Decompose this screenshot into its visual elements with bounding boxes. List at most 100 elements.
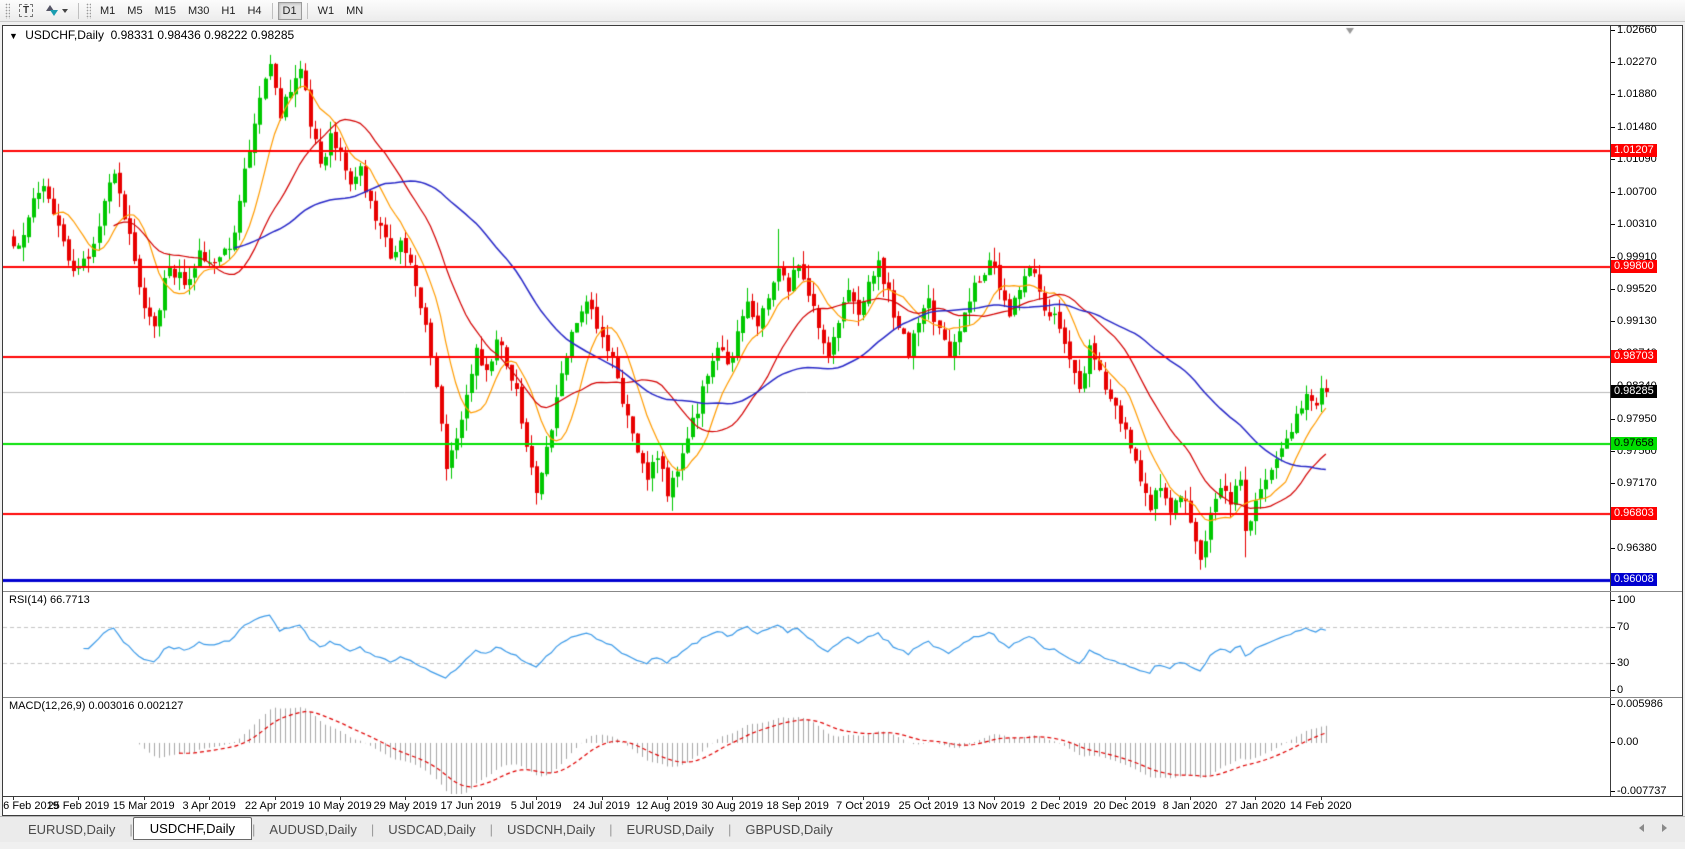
main-chart-canvas[interactable] [3,26,1610,591]
date-label: 25 Oct 2019 [898,800,959,812]
symbol-timeframe-label: USDCHF,Daily [25,28,104,42]
chart-tab-eurusd-0[interactable]: EURUSD,Daily [28,822,116,837]
macd-tick-label: 0.00 [1610,735,1639,748]
date-label: 15 Mar 2019 [112,800,175,812]
date-label: 5 Jul 2019 [510,800,562,812]
date-tick [209,797,211,800]
rsi-tick-label: 100 [1610,594,1636,606]
date-label: 14 Feb 2020 [1289,800,1352,812]
date-label: 24 Jul 2019 [573,800,630,812]
symbol-dropdown-icon[interactable]: ▼ [9,31,18,41]
chart-tab-gbpusd-6[interactable]: GBPUSD,Daily [745,822,833,837]
macd-pane: MACD(12,26,9) 0.003016 0.002127 0.005986… [3,698,1682,797]
level-price-label: 0.99800 [1611,259,1657,273]
dropdown-caret-icon [62,8,68,13]
status-strip [0,842,1685,846]
date-label: 10 May 2019 [308,800,372,812]
price-tick-label: 0.97950 [1611,412,1657,425]
price-tick-label: 1.02660 [1611,23,1657,36]
text-label-tool-icon: T [19,4,33,17]
date-tick [405,797,407,800]
ohlc-close: 0.98285 [250,28,295,42]
date-label: 8 Jan 2020 [1162,800,1218,812]
arrange-sort-button[interactable] [40,2,73,20]
tab-scroll-right-icon[interactable] [1662,824,1667,832]
date-axis[interactable]: 6 Feb 2019 25 Feb 2019 15 Mar 2019 3 Apr 20… [3,797,1682,815]
timeframe-button-m15[interactable]: M15 [154,4,176,17]
date-label: 22 Apr 2019 [244,800,305,812]
text-label-tool-button[interactable]: T [14,2,38,20]
date-label: 13 Nov 2019 [962,800,1026,812]
main-price-pane: ▼ USDCHF,Daily 0.98331 0.98436 0.98222 0… [3,23,1682,592]
price-tick-label: 1.00310 [1611,217,1657,230]
timeframe-button-m1[interactable]: M1 [100,4,116,17]
top-toolbar: T M1 M5 M15 M30 H1 H4 D1 W1 MN [0,0,1685,22]
rsi-axis[interactable]: 100 70 30 0 [1610,592,1682,697]
level-price-label: 0.96008 [1611,572,1657,586]
price-tick-label: 0.99520 [1611,283,1657,296]
rsi-tick-label: 70 [1610,621,1630,633]
rsi-canvas[interactable] [3,592,1610,697]
date-label: 30 Aug 2019 [701,800,764,812]
timeframe-button-w1[interactable]: W1 [317,4,335,17]
toolbar-grip-2[interactable] [86,2,91,19]
timeframe-button-d1[interactable]: D1 [277,1,302,20]
date-label: 17 Jun 2019 [440,800,501,812]
macd-label: MACD(12,26,9) 0.003016 0.002127 [9,700,184,712]
chart-tab-audusd-2[interactable]: AUDUSD,Daily [269,822,357,837]
tab-scroll-left-icon[interactable] [1639,824,1644,832]
date-label: 29 May 2019 [373,800,438,812]
chart-tab-usdcad-3[interactable]: USDCAD,Daily [388,822,476,837]
chart-tab-usdcnh-4[interactable]: USDCNH,Daily [507,822,596,837]
price-axis[interactable]: 1.02660 1.02270 1.01880 1.01480 1.01090 1.007… [1610,23,1682,591]
date-label: 27 Jan 2020 [1225,800,1286,812]
level-price-label: 1.01207 [1611,143,1657,157]
chart-tab-eurusd-5[interactable]: EURUSD,Daily [626,822,714,837]
tab-separator: | [727,822,732,837]
tab-scroll-arrows [1639,824,1667,832]
timeframe-button-h4[interactable]: H4 [247,4,262,17]
timeframe-button-m5[interactable]: M5 [127,4,143,17]
date-tick [928,797,930,800]
date-label: 2 Dec 2019 [1031,800,1088,812]
tab-separator: | [370,822,375,837]
level-price-label: 0.97658 [1611,436,1657,450]
price-tick-label: 0.97170 [1611,476,1657,489]
date-tick [274,797,276,800]
toolbar-grip[interactable] [5,2,10,19]
chart-info-line: ▼ USDCHF,Daily 0.98331 0.98436 0.98222 0… [9,28,294,42]
timeframe-button-group: M1 M5 M15 M30 H1 H4 D1 W1 MN [94,1,369,20]
macd-canvas[interactable] [3,698,1610,796]
macd-axis[interactable]: 0.005986 0.00 -0.007737 [1610,698,1682,797]
rsi-tick-label: 0 [1610,684,1624,696]
tab-separator: | [252,822,256,837]
tab-separator: | [129,822,133,837]
price-tick-label: 1.00700 [1611,185,1657,198]
date-tick [601,797,603,800]
tab-separator: | [609,822,613,837]
date-tick [797,797,799,800]
date-tick [666,797,668,800]
date-label: 18 Sep 2019 [766,800,829,812]
price-tick-label: 0.99130 [1611,315,1657,328]
date-tick [78,797,80,800]
date-tick [13,797,14,800]
date-tick [1059,797,1061,800]
timeframe-button-h1[interactable]: H1 [221,4,236,17]
date-label: 7 Oct 2019 [836,800,890,812]
date-label: 12 Aug 2019 [635,800,698,812]
toolbar-separator [78,2,79,19]
chart-tab-usdchf-1[interactable]: USDCHF,Daily [132,817,253,840]
arrange-sort-icon [45,4,59,17]
date-tick [1124,797,1126,800]
tab-separator: | [489,822,494,837]
price-tick-label: 0.99910 [1611,250,1657,263]
chart-tab-bar: EURUSD,Daily | USDCHF,Daily | AUDUSD,Daily | U… [0,816,1685,842]
timeframe-button-m30[interactable]: M30 [187,4,210,17]
timeframe-button-mn[interactable]: MN [346,4,364,17]
macd-tick-label: -0.007737 [1611,785,1667,797]
date-label: 6 Feb 2019 [3,800,59,812]
date-tick [1190,797,1192,800]
chart-window: ▼ USDCHF,Daily 0.98331 0.98436 0.98222 0… [2,23,1683,816]
date-label: 25 Feb 2019 [47,800,110,812]
